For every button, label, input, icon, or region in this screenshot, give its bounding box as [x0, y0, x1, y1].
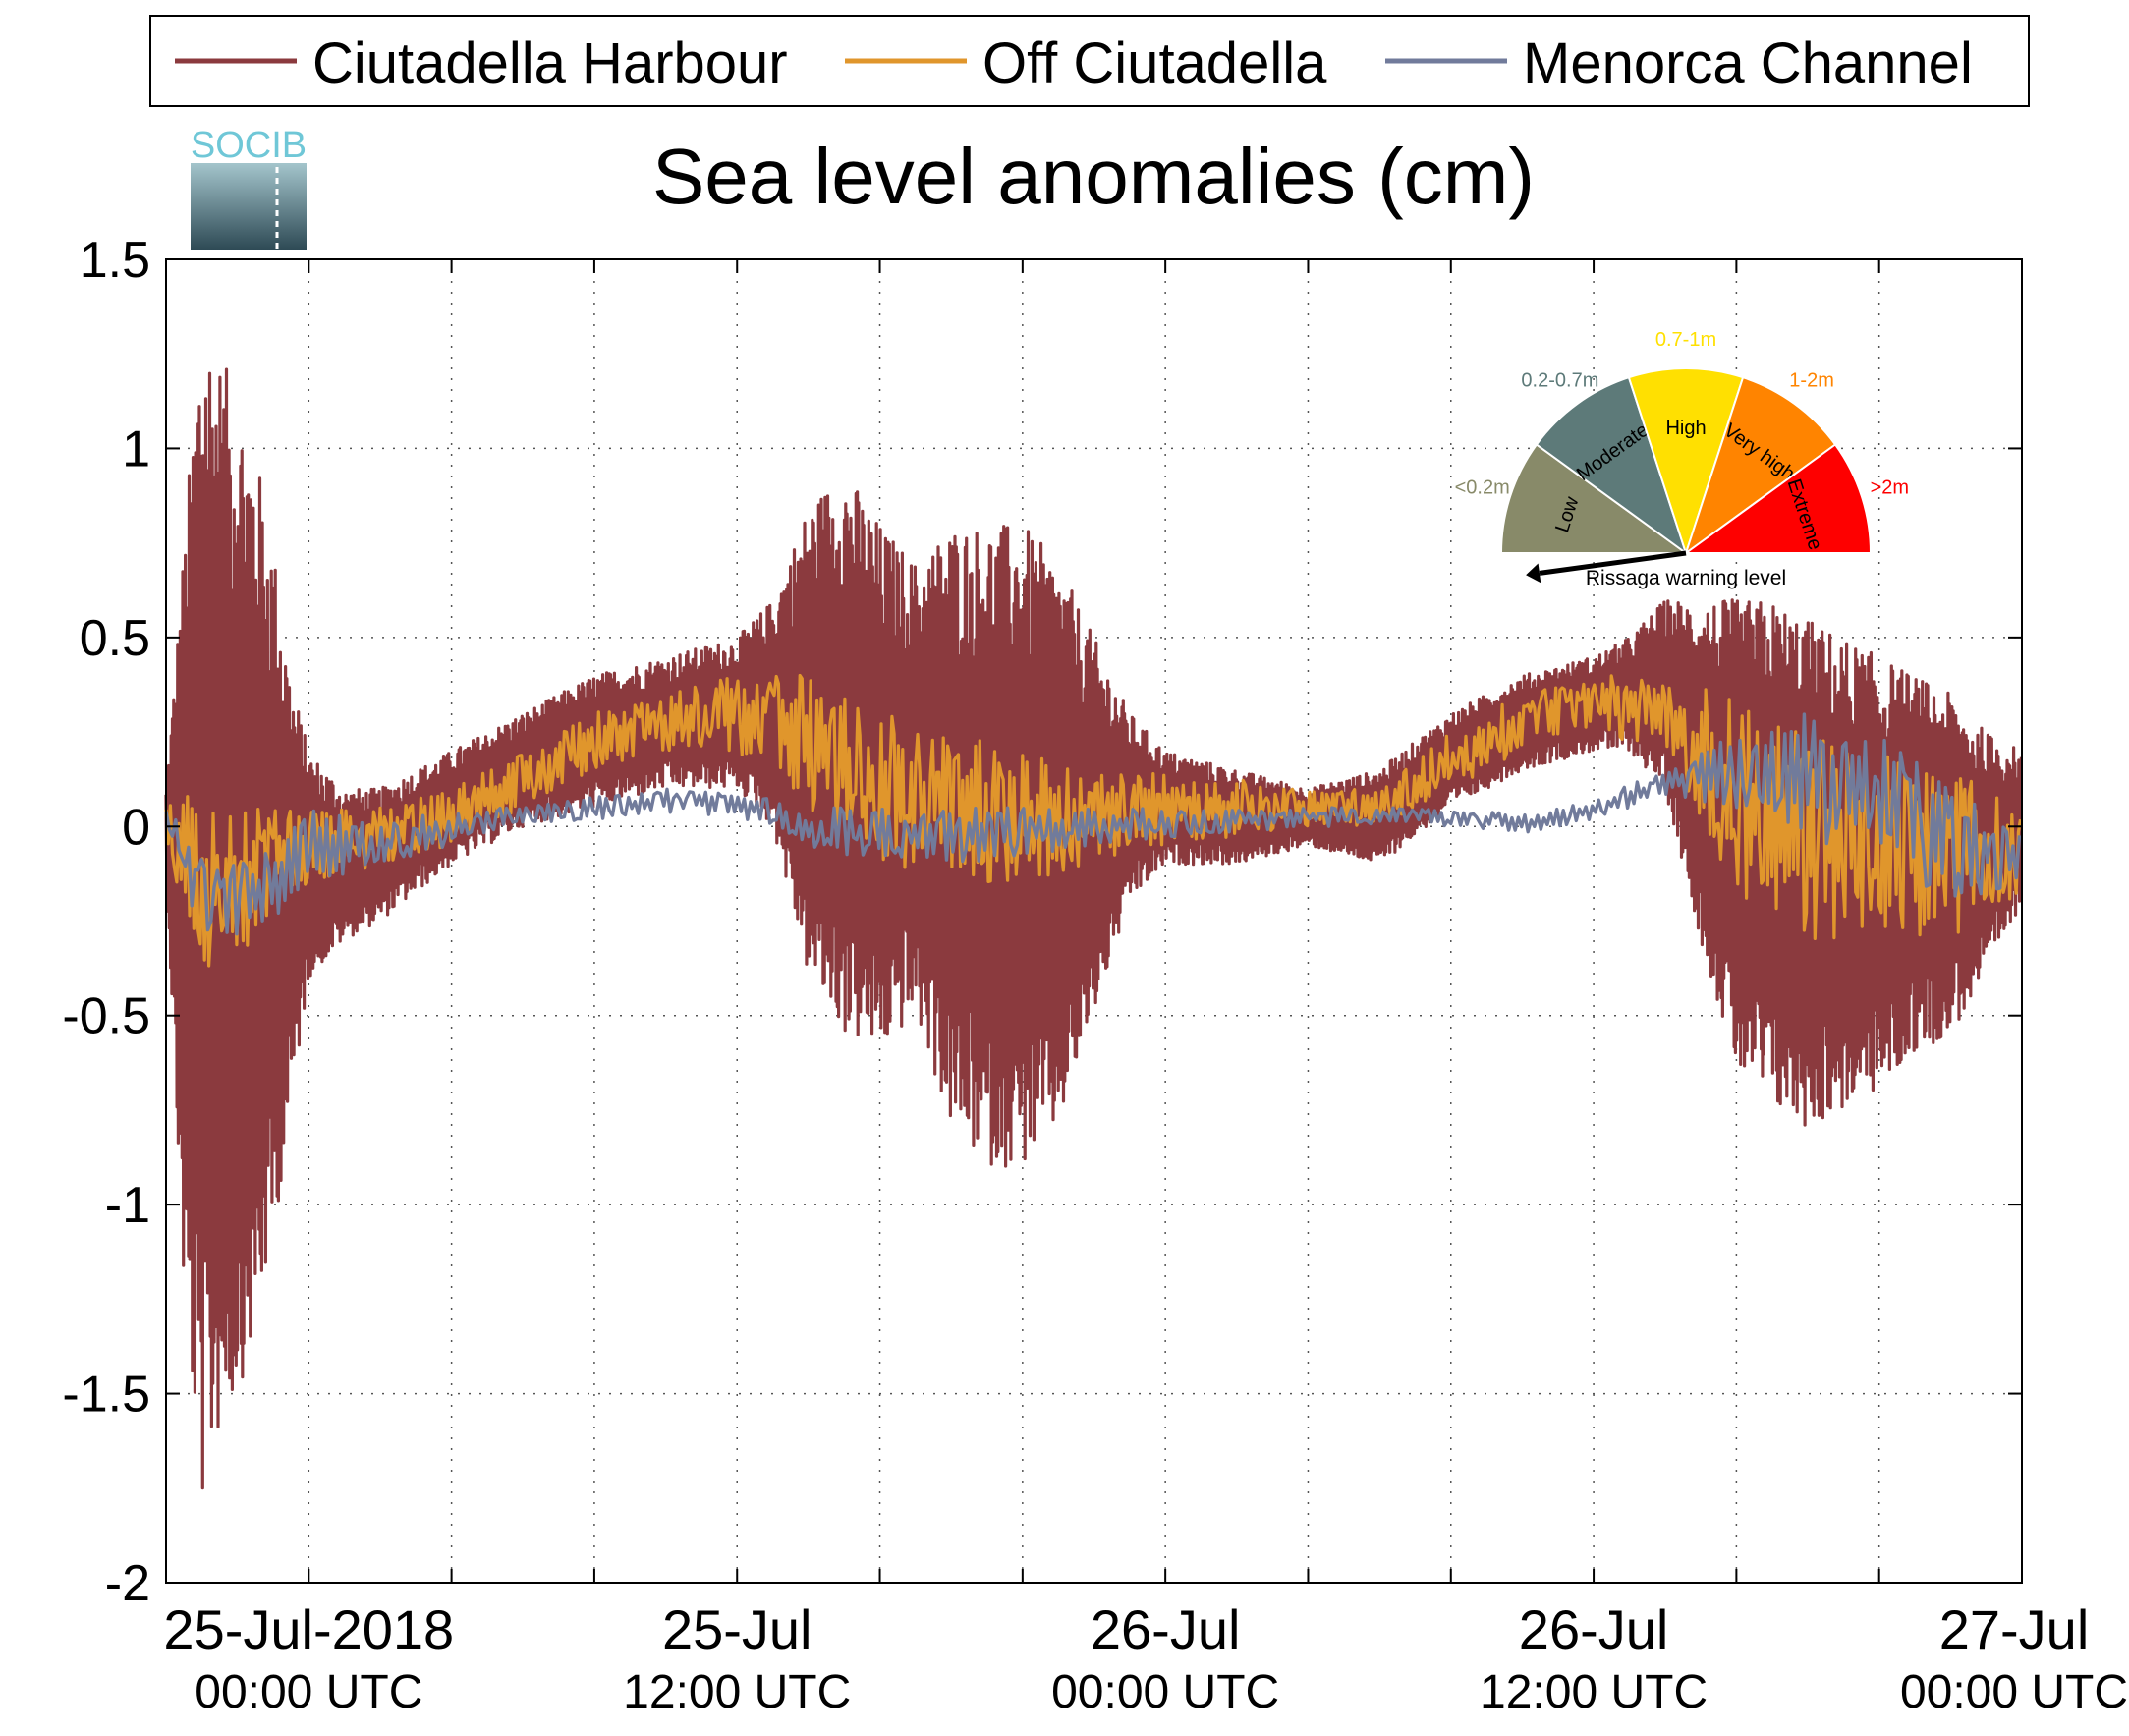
x-tick-date: 26-Jul	[1091, 1598, 1241, 1660]
y-tick-label: -2	[105, 1555, 150, 1612]
y-tick-label: -1	[105, 1177, 150, 1234]
plot-frame	[165, 258, 2023, 1584]
gauge-range-label: 1-2m	[1789, 370, 1834, 392]
gauge-range-label: >2m	[1871, 477, 1909, 499]
y-tick-label: 0.5	[80, 610, 150, 667]
y-tick-label: 1.5	[80, 232, 150, 289]
gauge-range-label: 0.2-0.7m	[1521, 370, 1598, 392]
x-tick-date: 27-Jul	[1939, 1598, 2090, 1660]
gauge-level-label: High	[1665, 418, 1706, 439]
x-axis: 25-Jul-2018 00:00 UTC 25-Jul 12:00 UTC 26-Ju…	[163, 259, 2128, 1718]
legend-label-off-ciutadella: Off Ciutadella	[982, 31, 1327, 95]
chart-title: Sea level anomalies (cm)	[652, 133, 1535, 220]
legend-label-ciutadella-harbour: Ciutadella Harbour	[312, 31, 788, 95]
series-lines	[164, 367, 2023, 1490]
y-tick-label: 0	[122, 799, 150, 856]
x-tick-date: 25-Jul-2018	[163, 1598, 454, 1660]
x-tick-time: 12:00 UTC	[623, 1666, 851, 1718]
legend-label-menorca-channel: Menorca Channel	[1523, 31, 1973, 95]
x-tick-time: 00:00 UTC	[1051, 1666, 1279, 1718]
y-tick-label: -1.5	[62, 1367, 150, 1424]
legend: Ciutadella Harbour Off Ciutadella Menorc…	[149, 15, 2030, 107]
legend-box	[149, 15, 2030, 107]
gauge-sector-very-high	[1684, 375, 1837, 556]
gauge-sector-moderate	[1535, 375, 1688, 556]
gauge-needle-head	[1526, 563, 1541, 584]
y-axis: 1.5 1 0.5 0 -0.5 -1 -1.5 -2	[62, 232, 2022, 1612]
rissaga-warning-gauge: Rissaga warning level Low<0.2mModerate0.…	[1455, 329, 1909, 589]
x-tick-date: 25-Jul	[662, 1598, 812, 1660]
x-tick-time: 00:00 UTC	[1900, 1666, 2128, 1718]
gauge-range-label: 0.7-1m	[1655, 329, 1716, 351]
gauge-needle	[1539, 550, 1687, 576]
gauge-sector-extreme	[1682, 443, 1873, 554]
series-line-menorca-channel	[164, 712, 2022, 936]
x-tick-time: 12:00 UTC	[1480, 1666, 1708, 1718]
x-tick-date: 26-Jul	[1519, 1598, 1669, 1660]
gauge-caption: Rissaga warning level	[1586, 567, 1786, 589]
gauge-sector-low	[1499, 443, 1690, 554]
grid	[166, 259, 2022, 1583]
socib-logo: SOCIB	[191, 125, 307, 250]
y-tick-label: 1	[122, 420, 150, 477]
x-tick-time: 00:00 UTC	[195, 1666, 422, 1718]
logo-text: SOCIB	[191, 125, 307, 166]
y-tick-label: -0.5	[62, 988, 150, 1045]
gauge-range-label: <0.2m	[1455, 477, 1510, 499]
gauge-sector-high	[1627, 367, 1745, 557]
